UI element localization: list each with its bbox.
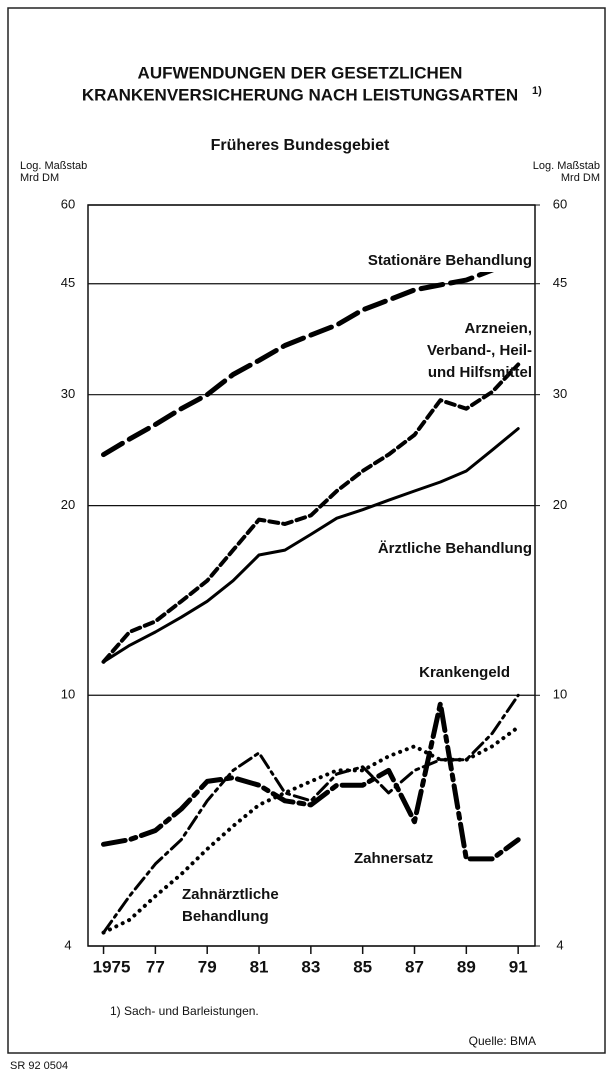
y2-tick-label: 10 (553, 687, 567, 702)
y-tick-label: 30 (61, 386, 75, 401)
y2-tick-label: 20 (553, 497, 567, 512)
y-axis-label: Mrd DM (20, 172, 59, 184)
x-tick-label: 81 (250, 957, 269, 976)
title-line: KRANKENVERSICHERUNG NACH LEISTUNGSARTEN (82, 85, 518, 104)
series-line (101, 252, 521, 458)
y2-tick-label: 30 (553, 386, 567, 401)
y-tick-label: 10 (61, 687, 75, 702)
x-tick-label: 77 (146, 957, 165, 976)
y-tick-label: 4 (64, 937, 71, 952)
y-tick-label: 60 (61, 196, 75, 211)
y2-tick-label: 60 (553, 196, 567, 211)
x-tick-label: 1975 (93, 957, 131, 976)
y-axis-label: Log. Maßstab (20, 160, 87, 172)
series-line (101, 725, 521, 935)
y2-axis-label: Log. Maßstab (533, 160, 600, 172)
y-tick-label: 45 (61, 275, 75, 290)
series-label: Arzneien, Verband-, Heil- und Hilfsmitte… (426, 320, 532, 381)
code: SR 92 0504 (10, 1060, 68, 1072)
x-tick-label: 89 (457, 957, 476, 976)
x-tick-label: 91 (509, 957, 528, 976)
series-label: Ärztliche Behandlung (320, 538, 534, 560)
frame (7, 7, 606, 1054)
x-tick-label: 83 (301, 957, 320, 976)
plot-frame (87, 204, 536, 947)
y2-axis-label: Mrd DM (561, 172, 600, 184)
series-line (102, 427, 520, 664)
series-line (101, 362, 521, 664)
y2-tick-label: 45 (553, 275, 567, 290)
title-note: 1) (532, 85, 542, 97)
series-line (101, 701, 521, 862)
y-tick-label: 20 (61, 497, 75, 512)
x-tick-label: 79 (198, 957, 217, 976)
x-tick-label: 85 (353, 957, 372, 976)
series-label: Stationäre Behandlung (300, 250, 534, 272)
series-label: Krankengeld (388, 662, 512, 684)
footnote: 1) Sach- und Barleistungen. (110, 1004, 259, 1018)
title-line: AUFWENDUNGEN DER GESETZLICHEN (138, 63, 463, 82)
x-tick-label: 87 (405, 957, 424, 976)
source: Quelle: BMA (469, 1034, 536, 1048)
series-label: Zahnersatz (352, 848, 456, 870)
y2-tick-label: 4 (556, 937, 563, 952)
series-label: Zahnärztliche Behandlung (180, 884, 314, 928)
subtitle: Früheres Bundesgebiet (211, 137, 390, 154)
